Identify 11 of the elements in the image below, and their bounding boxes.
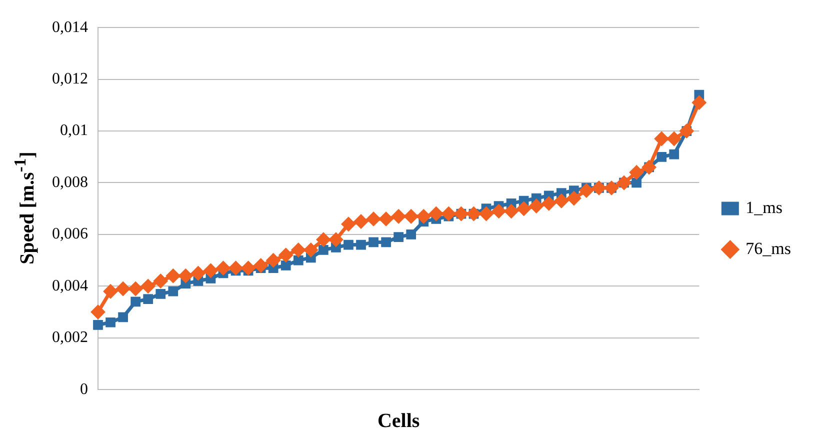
y-tick-label: 0,006 [52, 226, 88, 243]
y-tick-label: 0,002 [52, 329, 88, 346]
legend-label: 76_ms [746, 238, 792, 258]
legend-label: 1_ms [746, 198, 783, 217]
y-tick-label: 0,014 [52, 18, 88, 36]
y-tick-label: 0 [80, 380, 88, 398]
y-tick-label: 0,01 [60, 122, 88, 140]
y-tick-label: 0,004 [52, 277, 88, 294]
y-tick-label: 0,012 [52, 70, 88, 88]
y-tick-label: 0,008 [52, 174, 88, 191]
x-axis-title: Cells [377, 410, 420, 432]
